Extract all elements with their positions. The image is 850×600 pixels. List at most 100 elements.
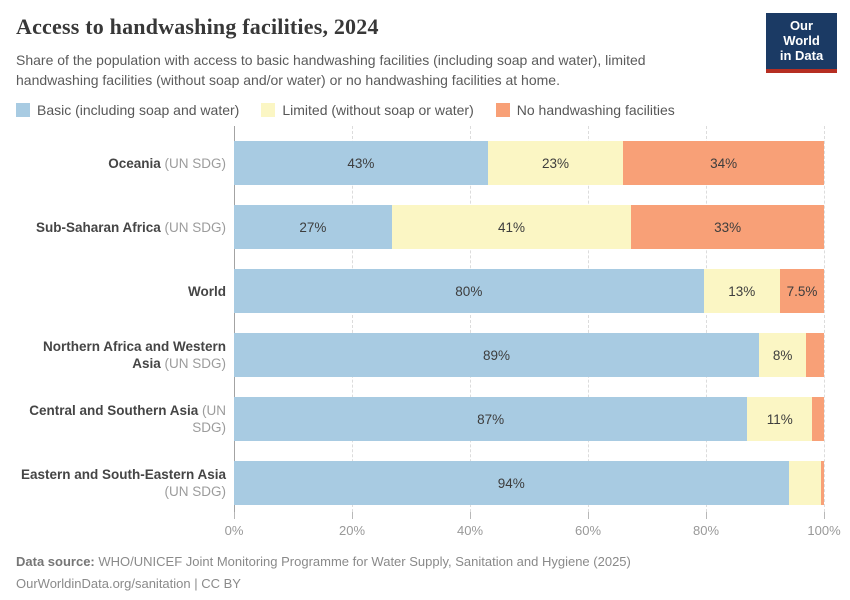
- bar-track: 87% 11%: [234, 397, 824, 441]
- legend-item[interactable]: No handwashing facilities: [495, 102, 675, 118]
- value-label: 80%: [455, 283, 483, 299]
- gridline: [588, 126, 589, 512]
- value-label: 11%: [766, 411, 793, 427]
- x-axis-tick-label: 0%: [224, 523, 244, 538]
- bar-segment[interactable]: 11%: [747, 397, 813, 441]
- row-label: Central and Southern Asia (UN SDG): [16, 402, 234, 436]
- chart-subtitle: Share of the population with access to b…: [16, 52, 646, 88]
- y-axis-line: [234, 126, 235, 512]
- x-axis-tick-label: 80%: [692, 523, 720, 538]
- axis-tick: [470, 512, 471, 519]
- axis-tick: [352, 512, 353, 519]
- bar-segment[interactable]: 33%: [631, 205, 824, 249]
- row-label-suffix: (UN SDG): [160, 356, 227, 371]
- row-label-suffix: (UN SDG): [164, 484, 227, 499]
- x-axis-tick-label: 100%: [807, 523, 841, 538]
- gridline: [352, 126, 353, 512]
- bar-segment[interactable]: 27%: [234, 205, 392, 249]
- bar-segment[interactable]: 43%: [234, 141, 488, 185]
- chart-row: Central and Southern Asia (UN SDG) 87% 11%: [16, 387, 824, 451]
- row-label-main: Eastern and South-Eastern Asia: [20, 467, 226, 482]
- data-source-label: Data source:: [16, 554, 95, 569]
- row-label-suffix: (UN SDG): [160, 219, 227, 235]
- chart-row: World 80% 13% 7.5%: [16, 259, 824, 323]
- value-label: 41%: [497, 219, 525, 235]
- owid-logo-line1: Our World: [783, 18, 820, 48]
- legend-label: No handwashing facilities: [516, 102, 675, 118]
- value-label: 89%: [483, 347, 511, 363]
- gridlines: [234, 126, 825, 519]
- bar-track: 80% 13% 7.5%: [234, 269, 824, 313]
- chart-row: Eastern and South-Eastern Asia (UN SDG) 9…: [16, 451, 824, 515]
- bar-segment[interactable]: [812, 397, 824, 441]
- row-label: Sub-Saharan Africa (UN SDG): [16, 219, 234, 236]
- legend-swatch-icon: [495, 103, 510, 117]
- bar-segment[interactable]: 34%: [623, 141, 824, 185]
- bar-segment[interactable]: [788, 461, 822, 505]
- bar-segment[interactable]: 41%: [391, 205, 632, 249]
- x-axis-tick-label: 20%: [338, 523, 366, 538]
- plot-area: Oceania (UN SDG) 43% 23% 34% Sub-Saharan Afr…: [16, 126, 841, 538]
- chart-row: Oceania (UN SDG) 43% 23% 34%: [16, 131, 824, 195]
- legend-label: Basic (including soap and water): [37, 102, 240, 118]
- gridline: [824, 126, 825, 512]
- row-label-main: Oceania: [108, 155, 161, 171]
- row-label: Eastern and South-Eastern Asia (UN SDG): [16, 466, 234, 500]
- bar-segment[interactable]: 87%: [234, 397, 748, 441]
- chart-rows: Oceania (UN SDG) 43% 23% 34% Sub-Saharan Afr…: [16, 131, 824, 515]
- chart-row: Sub-Saharan Africa (UN SDG) 27% 41% 33%: [16, 195, 824, 259]
- bar-segment[interactable]: 8%: [759, 333, 807, 377]
- chart-footer: Data source: WHO/UNICEF Joint Monitoring…: [16, 551, 834, 595]
- row-label-suffix: (UN SDG): [192, 403, 226, 435]
- axis-tick: [588, 512, 589, 519]
- owid-logo[interactable]: Our World in Data: [766, 13, 837, 73]
- row-label: Northern Africa and Western Asia (UN SDG…: [16, 338, 234, 372]
- value-label: 23%: [542, 155, 570, 171]
- chart-header: Access to handwashing facilities, 2024 S…: [0, 0, 850, 90]
- bar-segment[interactable]: [821, 461, 824, 505]
- value-label: 27%: [299, 219, 327, 235]
- bar-segment[interactable]: 7.5%: [779, 269, 824, 313]
- gridline: [470, 126, 471, 512]
- data-source-text: WHO/UNICEF Joint Monitoring Programme fo…: [94, 554, 631, 569]
- license-link[interactable]: OurWorldinData.org/sanitation | CC BY: [16, 576, 241, 591]
- legend-label: Limited (without soap or water): [282, 102, 474, 118]
- row-label: Oceania (UN SDG): [16, 155, 234, 172]
- row-label-main: Northern Africa and Western Asia: [42, 339, 226, 371]
- legend-swatch-icon: [261, 103, 276, 117]
- bar-segment[interactable]: 89%: [234, 333, 760, 377]
- owid-logo-line2: in Data: [779, 48, 824, 63]
- page-title: Access to handwashing facilities, 2024: [16, 14, 379, 39]
- value-label: 7.5%: [786, 283, 818, 299]
- legend-item[interactable]: Limited (without soap or water): [261, 102, 474, 118]
- bar-track: 94%: [234, 461, 824, 505]
- value-label: 8%: [772, 347, 793, 363]
- chart-row: Northern Africa and Western Asia (UN SDG…: [16, 323, 824, 387]
- value-label: 34%: [710, 155, 738, 171]
- row-label-main: Sub-Saharan Africa: [35, 219, 161, 235]
- bar-segment[interactable]: 80%: [234, 269, 704, 313]
- bar-segment[interactable]: 13%: [703, 269, 780, 313]
- row-label: World: [16, 283, 234, 300]
- axis-tick: [706, 512, 707, 519]
- bar-segment[interactable]: 23%: [487, 141, 624, 185]
- x-axis-labels: 0% 20% 40% 60% 80% 100%: [225, 523, 841, 539]
- value-label: 94%: [497, 475, 525, 491]
- value-label: 87%: [477, 411, 505, 427]
- bar-segment[interactable]: [806, 333, 824, 377]
- x-axis-tick-label: 60%: [574, 523, 602, 538]
- value-label: 43%: [347, 155, 375, 171]
- row-label-suffix: (UN SDG): [160, 155, 227, 171]
- bar-track: 43% 23% 34%: [234, 141, 824, 185]
- legend-item[interactable]: Basic (including soap and water): [16, 102, 239, 118]
- bar-segment[interactable]: 94%: [234, 461, 789, 505]
- legend-swatch-icon: [16, 103, 30, 117]
- x-axis-tick-label: 40%: [456, 523, 484, 538]
- value-label: 33%: [714, 219, 742, 235]
- row-label-main: Central and Southern Asia: [29, 403, 199, 418]
- axis-tick: [824, 512, 825, 519]
- bar-track: 89% 8%: [234, 333, 824, 377]
- bar-track: 27% 41% 33%: [234, 205, 824, 249]
- value-label: 13%: [728, 283, 756, 299]
